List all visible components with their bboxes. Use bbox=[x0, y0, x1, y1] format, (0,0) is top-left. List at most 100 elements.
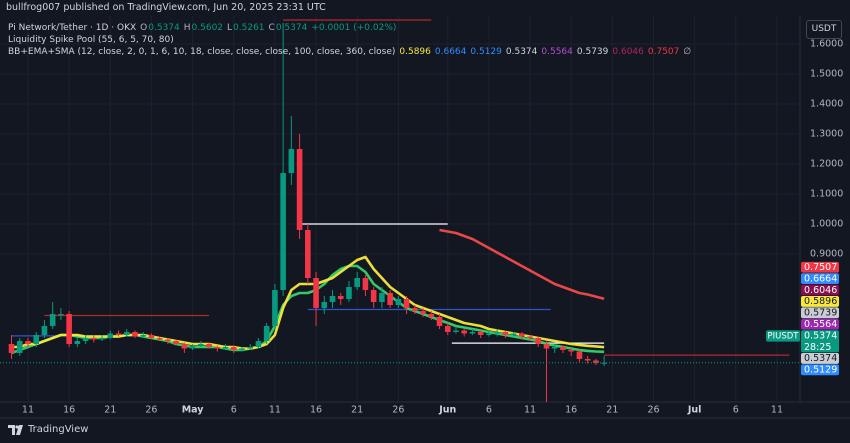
candle-body bbox=[230, 347, 237, 350]
y-tick-label: 1.5000 bbox=[810, 69, 843, 80]
candle-body bbox=[247, 347, 254, 349]
indicator-line: Liquidity Spike Pool (55, 6, 5, 70, 80) bbox=[8, 34, 695, 46]
candle-body bbox=[403, 299, 410, 308]
symbol-title: Pi Network/Tether · 1D · OKX bbox=[8, 23, 137, 33]
x-tick-label: 26 bbox=[145, 405, 157, 416]
indicator-value: 0.6046 bbox=[612, 47, 644, 57]
legend: Pi Network/Tether · 1D · OKX O 0.5374 H0.56… bbox=[8, 22, 695, 58]
candle-body bbox=[461, 330, 467, 334]
candle-body bbox=[58, 314, 64, 315]
x-tick-label: 11 bbox=[524, 405, 536, 416]
candle-body bbox=[601, 362, 607, 364]
candle-body bbox=[148, 335, 155, 338]
x-tick-label: 21 bbox=[606, 405, 618, 416]
y-tick-label: 1.2000 bbox=[810, 159, 843, 170]
price-label-box bbox=[801, 284, 839, 296]
y-tick-label: 1.0000 bbox=[810, 219, 843, 230]
price-label: 0.5896 bbox=[804, 296, 837, 307]
indicator-line: BB+EMA+SMA (12, close, 2, 0, 1, 6, 10, 1… bbox=[8, 46, 695, 58]
candle-body bbox=[66, 314, 72, 344]
y-tick-label: 0.9000 bbox=[810, 249, 843, 260]
ohlc-value: 0.5602 bbox=[191, 23, 224, 33]
price-label: 0.5374 bbox=[804, 330, 837, 341]
footer-brand: TradingView bbox=[28, 424, 89, 435]
candle-body bbox=[222, 347, 229, 349]
ohlc-key: L bbox=[227, 23, 233, 33]
candle-body bbox=[25, 341, 31, 344]
candle-body bbox=[593, 360, 599, 363]
candle-body bbox=[41, 326, 48, 335]
ohlc-key: H bbox=[183, 23, 191, 33]
price-label-box bbox=[801, 261, 839, 273]
candle-body bbox=[477, 332, 484, 335]
candle-body bbox=[362, 278, 369, 290]
candle-body bbox=[198, 344, 204, 346]
ohlc-value: 0.5261 bbox=[233, 23, 265, 33]
indicator-value: 0.5564 bbox=[541, 47, 573, 57]
x-tick-label: 6 bbox=[231, 405, 237, 416]
x-tick-label: 21 bbox=[104, 405, 116, 416]
candle-body bbox=[33, 335, 40, 344]
candle-body bbox=[387, 293, 393, 305]
x-tick-label: 6 bbox=[733, 405, 739, 416]
price-label: 0.7507 bbox=[804, 262, 837, 273]
candle-body bbox=[91, 338, 97, 340]
x-tick-label: 6 bbox=[486, 405, 492, 416]
price-label: 0.5739 bbox=[804, 308, 837, 319]
y-tick-label: 1.6000 bbox=[810, 39, 843, 50]
x-tick-label: 16 bbox=[63, 405, 75, 416]
price-label: 0.6664 bbox=[804, 273, 837, 284]
candle-body bbox=[527, 336, 533, 338]
candle-body bbox=[296, 149, 303, 230]
x-tick-label: Jul bbox=[687, 405, 702, 416]
indicator-name: Liquidity Spike Pool (55, 6, 5, 70, 80) bbox=[8, 35, 174, 45]
candle-body bbox=[551, 347, 558, 349]
candle-body bbox=[156, 338, 163, 340]
candle-body bbox=[436, 317, 443, 326]
candle-body bbox=[420, 311, 426, 314]
candle-body bbox=[49, 314, 56, 326]
candle-body bbox=[165, 339, 171, 341]
ohlc-key: O bbox=[140, 23, 148, 33]
y-tick-label: 1.1000 bbox=[810, 189, 843, 200]
price-label-box bbox=[801, 318, 839, 330]
candle-body bbox=[543, 344, 550, 349]
candle-body bbox=[444, 326, 451, 332]
candle-body bbox=[560, 347, 566, 350]
y-tick-label: 1.3000 bbox=[810, 129, 843, 140]
candle-body bbox=[313, 278, 319, 308]
candle-body bbox=[379, 293, 385, 302]
indicator-value: 0.6664 bbox=[434, 47, 467, 57]
ohlc-key: C bbox=[268, 23, 275, 33]
footer: TradingView bbox=[8, 424, 88, 435]
x-tick-label: 26 bbox=[392, 405, 404, 416]
symbol-tag bbox=[766, 330, 800, 342]
candle-body bbox=[535, 338, 542, 344]
price-label-box bbox=[801, 307, 839, 319]
candle-body bbox=[428, 314, 435, 317]
axes: 0.9000 1.0000 1.1000 1.2000 1.3000 1.4000 1.50… bbox=[22, 39, 843, 416]
candle-body bbox=[412, 308, 418, 311]
ohlc-value: 0.5374 bbox=[275, 23, 308, 33]
price-label-box bbox=[801, 273, 839, 285]
candle-body bbox=[354, 278, 360, 287]
candle-body bbox=[329, 296, 336, 302]
candle-body bbox=[453, 330, 459, 332]
indicator-name: BB+EMA+SMA (12, close, 2, 0, 1, 6, 10, 1… bbox=[8, 47, 396, 57]
candle-body bbox=[305, 230, 311, 278]
indicator-value: 0.5129 bbox=[470, 47, 502, 57]
x-tick-label: Jun bbox=[438, 405, 456, 416]
candle-body bbox=[469, 332, 476, 334]
change: +0.0001 (+0.02%) bbox=[311, 23, 397, 33]
candle-body bbox=[321, 302, 328, 308]
y-tick-label: 1.4000 bbox=[810, 99, 843, 110]
currency-button[interactable]: USDT bbox=[806, 20, 842, 39]
x-tick-label: 11 bbox=[771, 405, 783, 416]
candle-body bbox=[255, 341, 262, 347]
x-tick-label: 26 bbox=[647, 405, 659, 416]
indicator-value: 0.5739 bbox=[576, 47, 609, 57]
price-label-box bbox=[801, 364, 839, 376]
price-label-box bbox=[801, 330, 839, 353]
candle-body bbox=[107, 333, 114, 338]
